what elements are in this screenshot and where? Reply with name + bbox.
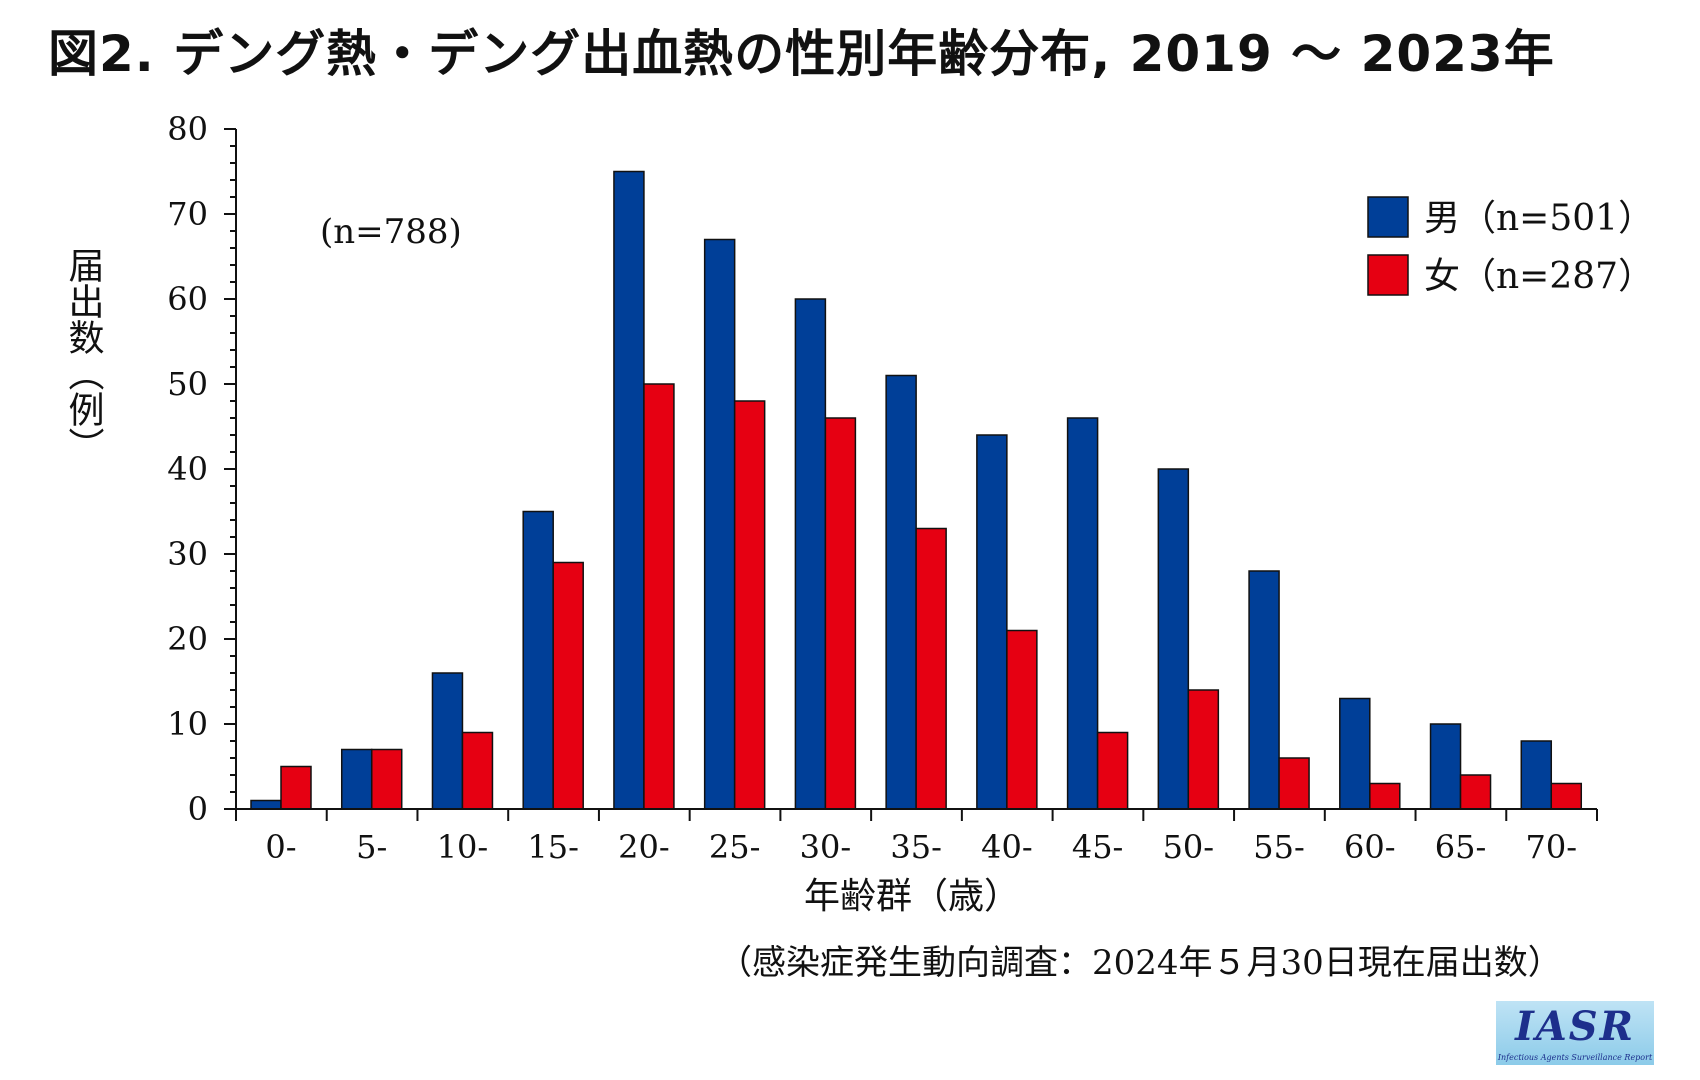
x-axis-title: 年齢群（歳） [804,876,1020,917]
bar-female [280,765,312,810]
bar-chart: 0 10 20 30 40 50 60 70 80 0- 5- 10- 15- 20- 25- 30- 35-… [63,110,1655,917]
x-tick-label: 20- [618,828,670,866]
y-tick-label: 40 [167,450,208,488]
bar-male [885,374,917,810]
x-tick-label: 55- [1253,828,1305,866]
bar-female [1369,782,1401,810]
x-tick-label: 40- [981,828,1033,866]
bar-male [794,298,827,810]
bar-male [522,510,554,810]
legend-label: 女（n=287） [1424,256,1654,297]
bar-male [340,748,373,810]
x-tick-label: 65- [1435,828,1487,866]
bar-female [1096,731,1129,810]
x-tick-label: 70- [1526,828,1578,866]
x-tick-label: 15- [527,828,579,866]
x-tick-label: 45- [1072,828,1124,866]
legend-label: 男（n=501） [1424,198,1654,239]
legend-swatch [1367,196,1409,238]
bar-male [613,170,645,810]
total-count-annotation: (n=788) [320,212,462,252]
x-tick-label: 25- [709,828,761,866]
bar-female [733,400,766,810]
bar-female [643,383,675,810]
y-tick-label: 80 [167,110,208,148]
legend: 男（n=501） 女（n=287） [1367,196,1654,297]
bar-male [1248,570,1280,810]
y-tick-label: 50 [167,365,208,403]
bar-male [1339,697,1371,810]
bar-series [250,170,1583,810]
x-tick-label: 10- [437,828,489,866]
y-tick-label: 10 [167,705,208,743]
bar-female [461,731,494,810]
bar-female [915,527,947,810]
bar-female [1550,782,1583,810]
y-axis-title: 届出数（例） [63,247,105,463]
y-tick-label: 30 [167,535,208,573]
x-tick-label: 50- [1163,828,1215,866]
figure-title: 図2. デング熱・デング出血熱の性別年齢分布, 2019 〜 2023年 [48,25,1555,83]
x-axis: 0- 5- 10- 15- 20- 25- 30- 35- 40- 45- 50- 55- 60- 65-… [235,809,1598,866]
bar-male [1157,468,1190,810]
x-tick-label: 30- [800,828,852,866]
y-tick-label: 70 [167,195,208,233]
source-note: （感染症発生動向調査：2024年５月30日現在届出数） [718,943,1562,983]
bar-male [250,799,282,810]
x-tick-label: 0- [265,828,296,866]
bar-male [431,672,464,810]
iasr-logo: IASR Infectious Agents Surveillance Repo… [1496,1001,1654,1065]
bar-male [976,434,1008,810]
bar-female [1278,757,1310,810]
legend-swatch [1367,254,1409,296]
bar-female [1459,774,1492,810]
bar-male [1520,740,1553,810]
y-axis: 0 10 20 30 40 50 60 70 80 [167,110,236,828]
bar-male [1429,723,1462,810]
bar-male [1066,417,1099,810]
bar-female [1006,629,1038,810]
bar-female [824,417,857,810]
logo-subtext: Infectious Agents Surveillance Report [1497,1053,1653,1062]
bar-female [552,561,584,810]
y-tick-label: 20 [167,620,208,658]
y-tick-label: 60 [167,280,208,318]
bar-female [1187,689,1220,810]
x-tick-label: 60- [1344,828,1396,866]
x-tick-label: 5- [356,828,387,866]
y-tick-label: 0 [188,790,208,828]
logo-text: IASR [1515,1003,1635,1050]
bar-male [703,238,736,810]
bar-female [370,748,403,810]
x-tick-label: 35- [890,828,942,866]
